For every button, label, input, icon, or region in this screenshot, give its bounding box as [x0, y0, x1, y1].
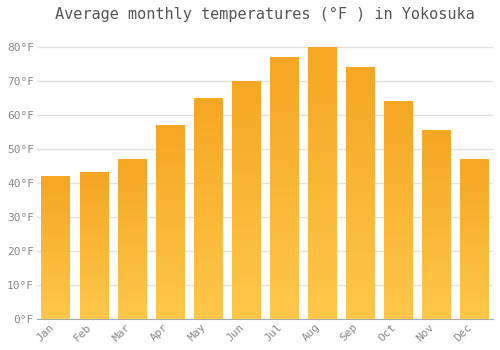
Title: Average monthly temperatures (°F ) in Yokosuka: Average monthly temperatures (°F ) in Yo… — [55, 7, 475, 22]
